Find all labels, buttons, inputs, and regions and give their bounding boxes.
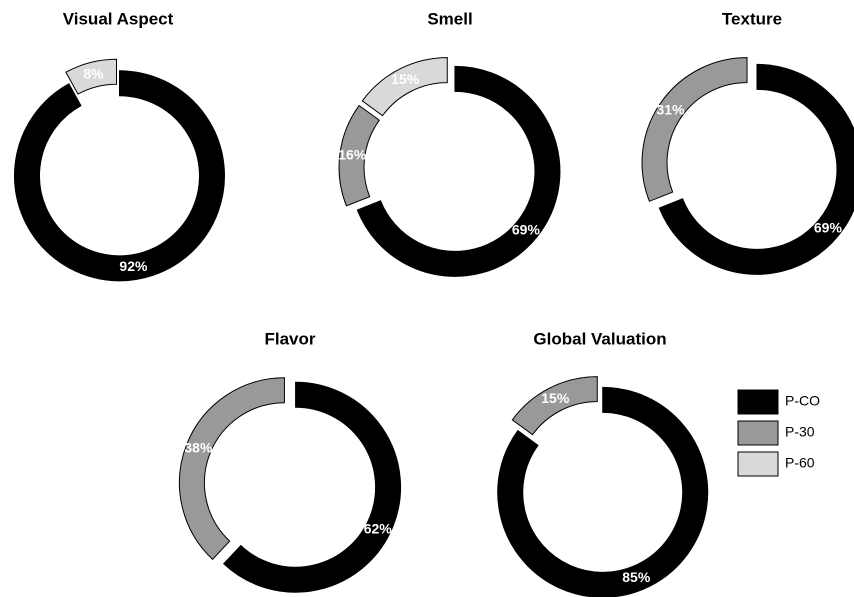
- legend-swatch: [737, 451, 779, 477]
- legend-label: P-CO: [785, 393, 820, 409]
- donut-slice: [658, 63, 854, 275]
- value-label: 8%: [83, 65, 104, 81]
- value-label: 15%: [541, 390, 570, 406]
- value-label: 16%: [338, 146, 367, 162]
- value-label: 38%: [184, 439, 213, 455]
- value-label: 85%: [622, 569, 651, 585]
- donut-slice: [65, 58, 118, 95]
- chart-title: Global Valuation: [533, 329, 666, 348]
- legend-swatch: [737, 389, 779, 415]
- donut-slice: [178, 377, 285, 561]
- value-label: 69%: [512, 221, 541, 237]
- donut-slice: [14, 70, 225, 282]
- donut-slice: [641, 57, 748, 202]
- donut-slice: [222, 381, 402, 593]
- value-label: 15%: [391, 71, 420, 87]
- value-label: 69%: [814, 219, 843, 235]
- chart-title: Texture: [722, 9, 782, 28]
- donut-slice: [497, 386, 709, 597]
- donut-slice: [511, 376, 598, 436]
- donut-slice: [356, 65, 561, 277]
- value-label: 31%: [657, 101, 686, 117]
- donut-slice: [338, 104, 381, 207]
- chart-title: Smell: [427, 9, 472, 28]
- legend-swatch: [737, 420, 779, 446]
- legend-label: P-60: [785, 455, 815, 471]
- legend-label: P-30: [785, 424, 815, 440]
- value-label: 62%: [364, 520, 393, 536]
- value-label: 92%: [119, 258, 148, 274]
- chart-title: Flavor: [264, 329, 315, 348]
- chart-title: Visual Aspect: [63, 9, 174, 28]
- donut-slice: [361, 57, 448, 117]
